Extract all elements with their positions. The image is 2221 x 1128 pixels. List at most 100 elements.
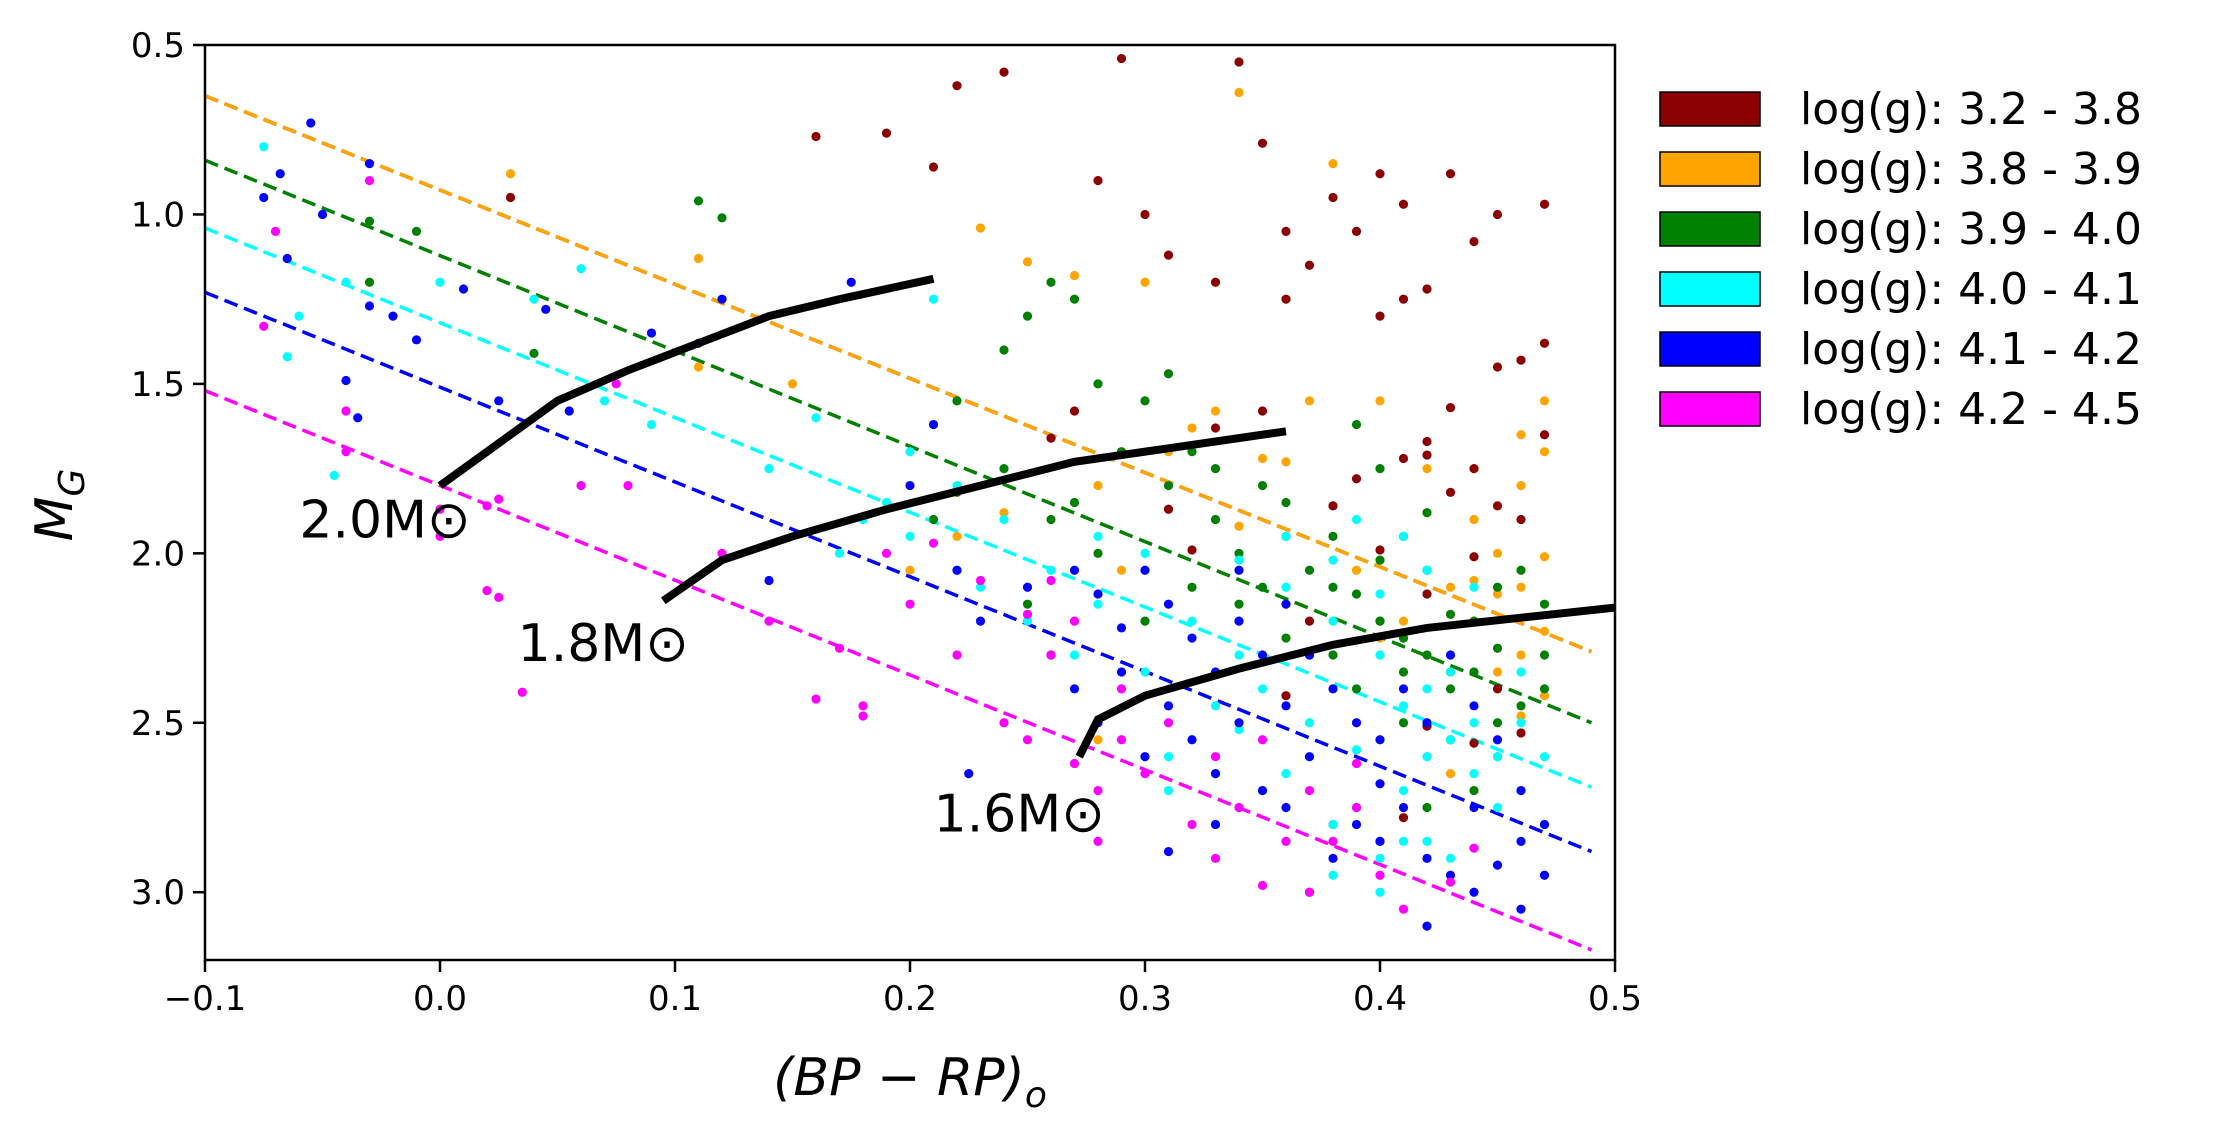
data-point <box>1469 236 1479 247</box>
legend-swatch-4 <box>1659 331 1761 367</box>
data-point <box>1398 802 1409 813</box>
data-point <box>482 586 492 596</box>
data-point <box>458 284 469 294</box>
data-point <box>1422 836 1432 846</box>
data-point <box>529 348 539 358</box>
data-point <box>1539 691 1550 701</box>
data-point <box>341 406 351 416</box>
track-2 <box>1075 603 1615 759</box>
fit-line-5 <box>205 389 1593 952</box>
data-point <box>1516 785 1526 796</box>
data-point <box>1539 626 1550 636</box>
data-point <box>1492 362 1503 372</box>
data-point <box>999 718 1009 728</box>
data-point <box>1257 582 1268 592</box>
data-point <box>1069 497 1080 508</box>
data-point <box>1140 752 1150 762</box>
track-1 <box>661 427 1287 605</box>
data-point <box>364 216 375 226</box>
data-point <box>1304 752 1315 762</box>
data-point <box>1445 877 1456 887</box>
data-point <box>952 81 962 91</box>
data-point <box>1375 555 1385 565</box>
data-point <box>1304 887 1315 897</box>
data-point <box>1375 589 1385 599</box>
data-point <box>1469 667 1479 677</box>
data-point <box>1445 870 1456 880</box>
data-point <box>1281 497 1291 508</box>
data-point <box>1492 752 1503 762</box>
data-point <box>1492 684 1503 694</box>
legend-label-2: log(g): 3.9 - 4.0 <box>1800 204 2142 255</box>
data-point <box>646 419 657 430</box>
data-point <box>811 694 821 704</box>
data-point <box>1257 480 1268 491</box>
data-point <box>1516 355 1526 365</box>
x-tick-label: −0.1 <box>164 979 247 1019</box>
data-point <box>1069 684 1080 694</box>
legend: log(g): 3.2 - 3.8 log(g): 3.8 - 3.9 log(g)… <box>1659 84 2142 435</box>
data-point <box>1234 57 1244 67</box>
data-point <box>1210 701 1221 711</box>
data-point <box>1093 379 1103 389</box>
data-point <box>1140 565 1150 575</box>
data-point <box>952 396 962 406</box>
data-point <box>764 616 774 626</box>
y-tick-label: 2.0 <box>131 534 185 574</box>
data-point <box>1398 616 1409 626</box>
data-point <box>1281 599 1291 609</box>
data-point <box>1422 464 1432 474</box>
data-point <box>1187 582 1197 592</box>
fit-line-4 <box>205 290 1593 854</box>
data-point <box>1281 582 1291 592</box>
data-point <box>1069 294 1080 304</box>
data-point <box>1210 406 1221 416</box>
y-tick-label: 2.5 <box>131 704 185 744</box>
data-point <box>1116 735 1127 745</box>
data-point <box>928 538 939 548</box>
data-point <box>1093 836 1103 846</box>
mass-label-0: 2.0M⊙ <box>299 491 470 551</box>
data-point <box>1398 684 1409 694</box>
data-point <box>1445 853 1456 863</box>
data-point <box>975 616 986 626</box>
data-point <box>1210 819 1221 830</box>
data-point <box>1210 277 1221 287</box>
data-point <box>1422 450 1432 460</box>
data-point <box>1163 718 1174 728</box>
data-point <box>928 162 939 172</box>
data-point <box>1422 436 1432 447</box>
x-tick-label: 0.0 <box>413 979 467 1019</box>
data-point <box>353 413 363 423</box>
data-point <box>1328 582 1338 592</box>
data-point <box>1516 728 1526 738</box>
data-point <box>1469 769 1479 779</box>
data-point <box>1492 589 1503 599</box>
data-point <box>999 345 1009 355</box>
legend-label-1: log(g): 3.8 - 3.9 <box>1800 144 2142 195</box>
data-point <box>1304 260 1315 270</box>
data-point <box>952 565 962 575</box>
y-tick-label: 3.0 <box>131 873 185 913</box>
fit-line-2 <box>205 158 1593 725</box>
data-point <box>1398 531 1409 541</box>
data-point <box>1140 277 1150 287</box>
data-point <box>1163 504 1174 514</box>
data-point <box>1398 718 1409 728</box>
data-point <box>787 379 798 389</box>
data-point <box>858 711 868 721</box>
data-point <box>1069 616 1080 626</box>
data-point <box>1022 609 1033 619</box>
data-point <box>1539 396 1550 406</box>
data-point <box>1469 887 1479 897</box>
data-point <box>282 352 292 362</box>
data-point <box>1187 633 1197 643</box>
data-point <box>1140 616 1150 626</box>
data-point <box>1328 853 1338 863</box>
data-point <box>599 396 610 406</box>
data-point <box>1210 752 1221 762</box>
data-point <box>435 277 445 287</box>
data-point <box>1445 169 1456 179</box>
data-point <box>1375 616 1385 626</box>
